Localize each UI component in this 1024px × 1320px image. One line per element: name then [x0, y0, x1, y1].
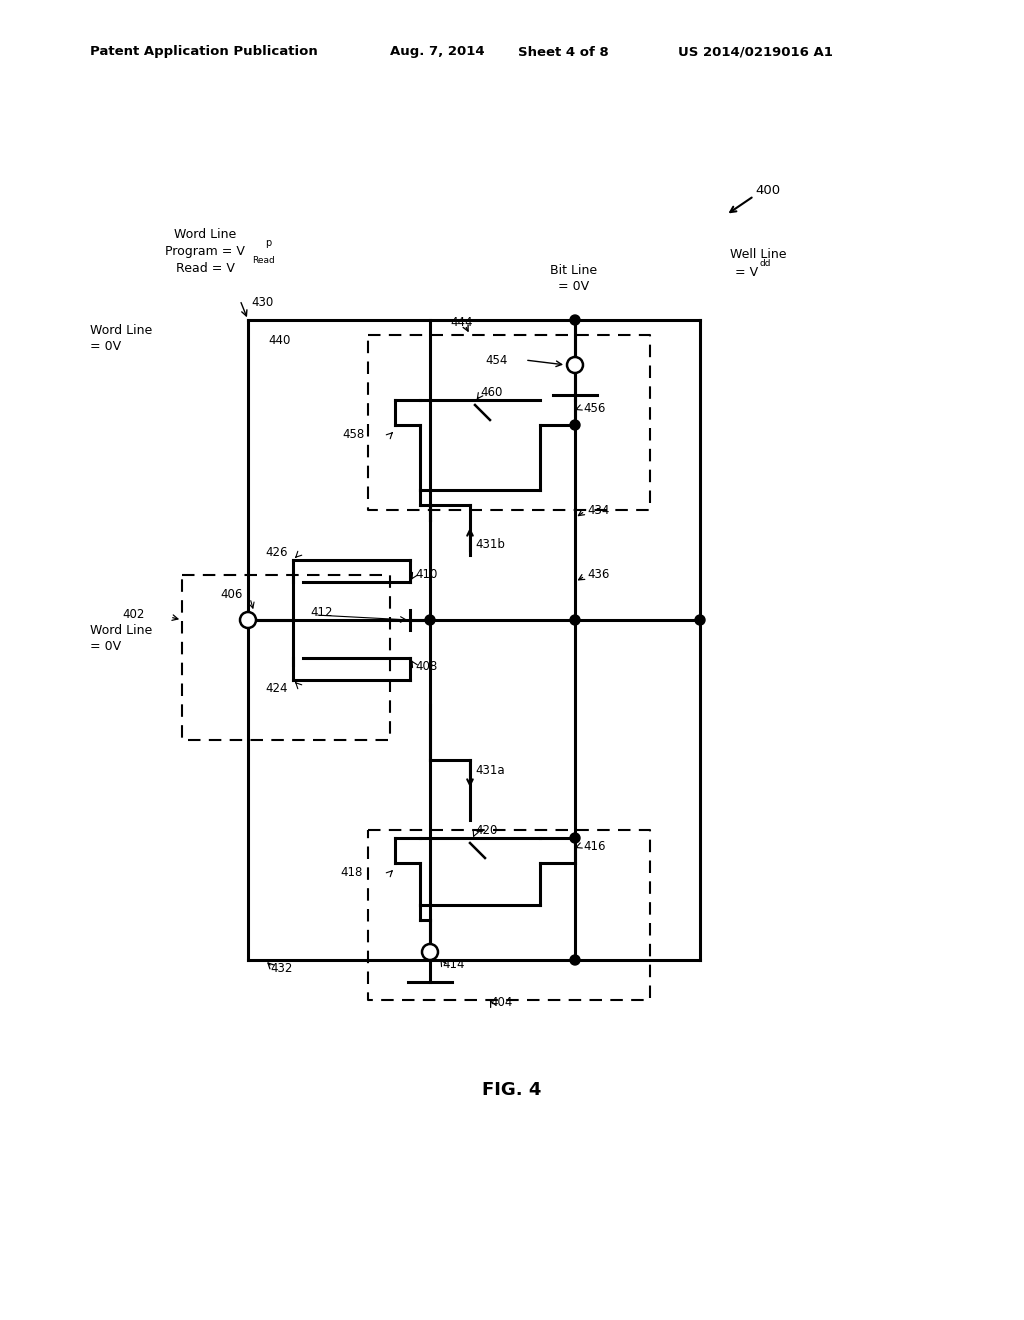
Text: = 0V: = 0V [558, 280, 590, 293]
Circle shape [570, 833, 580, 843]
Circle shape [570, 615, 580, 624]
Text: FIG. 4: FIG. 4 [482, 1081, 542, 1100]
Text: 414: 414 [442, 957, 465, 970]
Circle shape [570, 954, 580, 965]
Circle shape [422, 944, 438, 960]
Text: 404: 404 [490, 997, 512, 1010]
Text: 400: 400 [755, 183, 780, 197]
Text: Word Line: Word Line [90, 323, 153, 337]
Circle shape [570, 420, 580, 430]
Text: 440: 440 [268, 334, 291, 346]
Text: 444: 444 [450, 317, 472, 330]
Text: 418: 418 [341, 866, 362, 879]
Text: 456: 456 [583, 401, 605, 414]
Text: 426: 426 [265, 545, 288, 558]
Text: 458: 458 [343, 429, 365, 441]
Circle shape [695, 615, 705, 624]
Text: Read: Read [252, 256, 274, 265]
Text: 460: 460 [480, 385, 503, 399]
Circle shape [570, 315, 580, 325]
Text: 408: 408 [415, 660, 437, 672]
Text: 430: 430 [251, 296, 273, 309]
Text: Word Line: Word Line [90, 623, 153, 636]
Text: 454: 454 [485, 354, 507, 367]
Text: = V: = V [735, 265, 758, 279]
Text: Well Line: Well Line [730, 248, 786, 261]
Text: Patent Application Publication: Patent Application Publication [90, 45, 317, 58]
Text: 416: 416 [583, 840, 605, 853]
Text: dd: dd [760, 259, 771, 268]
Text: 434: 434 [587, 503, 609, 516]
Text: 412: 412 [310, 606, 333, 619]
Text: 432: 432 [270, 961, 293, 974]
Text: US 2014/0219016 A1: US 2014/0219016 A1 [678, 45, 833, 58]
Text: p: p [265, 238, 271, 248]
Text: 436: 436 [587, 569, 609, 582]
Circle shape [567, 356, 583, 374]
Text: Read = V: Read = V [175, 263, 234, 276]
Circle shape [240, 612, 256, 628]
Text: 402: 402 [123, 609, 145, 622]
Text: Word Line: Word Line [174, 228, 237, 242]
Text: Aug. 7, 2014: Aug. 7, 2014 [390, 45, 484, 58]
Text: Program = V: Program = V [165, 246, 245, 259]
Text: = 0V: = 0V [90, 339, 121, 352]
Text: 424: 424 [265, 681, 288, 694]
Text: 431b: 431b [475, 539, 505, 552]
Text: = 0V: = 0V [90, 639, 121, 652]
Circle shape [425, 615, 435, 624]
Text: 420: 420 [475, 824, 498, 837]
Text: 431a: 431a [475, 763, 505, 776]
Text: Bit Line: Bit Line [551, 264, 598, 276]
Text: 410: 410 [415, 568, 437, 581]
Text: Sheet 4 of 8: Sheet 4 of 8 [518, 45, 608, 58]
Text: 406: 406 [220, 589, 243, 602]
